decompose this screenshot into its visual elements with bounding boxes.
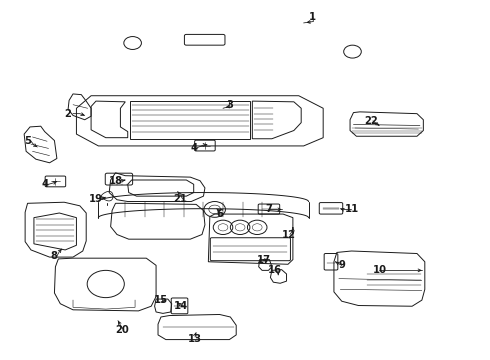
Text: 21: 21 (173, 194, 188, 204)
Text: 17: 17 (257, 255, 270, 265)
Text: 4: 4 (41, 179, 48, 189)
Text: 9: 9 (338, 260, 345, 270)
Text: 6: 6 (216, 209, 223, 219)
Text: 10: 10 (372, 265, 387, 275)
Text: 16: 16 (268, 265, 282, 275)
Text: 20: 20 (115, 325, 129, 335)
Text: 14: 14 (173, 301, 188, 311)
Text: 8: 8 (50, 251, 57, 261)
Text: 13: 13 (188, 333, 202, 343)
Text: 7: 7 (265, 204, 272, 215)
Text: 12: 12 (282, 230, 296, 239)
Text: 5: 5 (24, 136, 31, 146)
Text: 19: 19 (89, 194, 103, 204)
Text: 22: 22 (364, 116, 378, 126)
Text: 2: 2 (65, 109, 72, 119)
Text: 11: 11 (344, 204, 359, 215)
Text: 1: 1 (309, 12, 316, 22)
Text: 18: 18 (108, 176, 122, 186)
Text: 4: 4 (190, 143, 197, 153)
Text: 3: 3 (226, 100, 233, 110)
Text: 15: 15 (154, 295, 168, 305)
